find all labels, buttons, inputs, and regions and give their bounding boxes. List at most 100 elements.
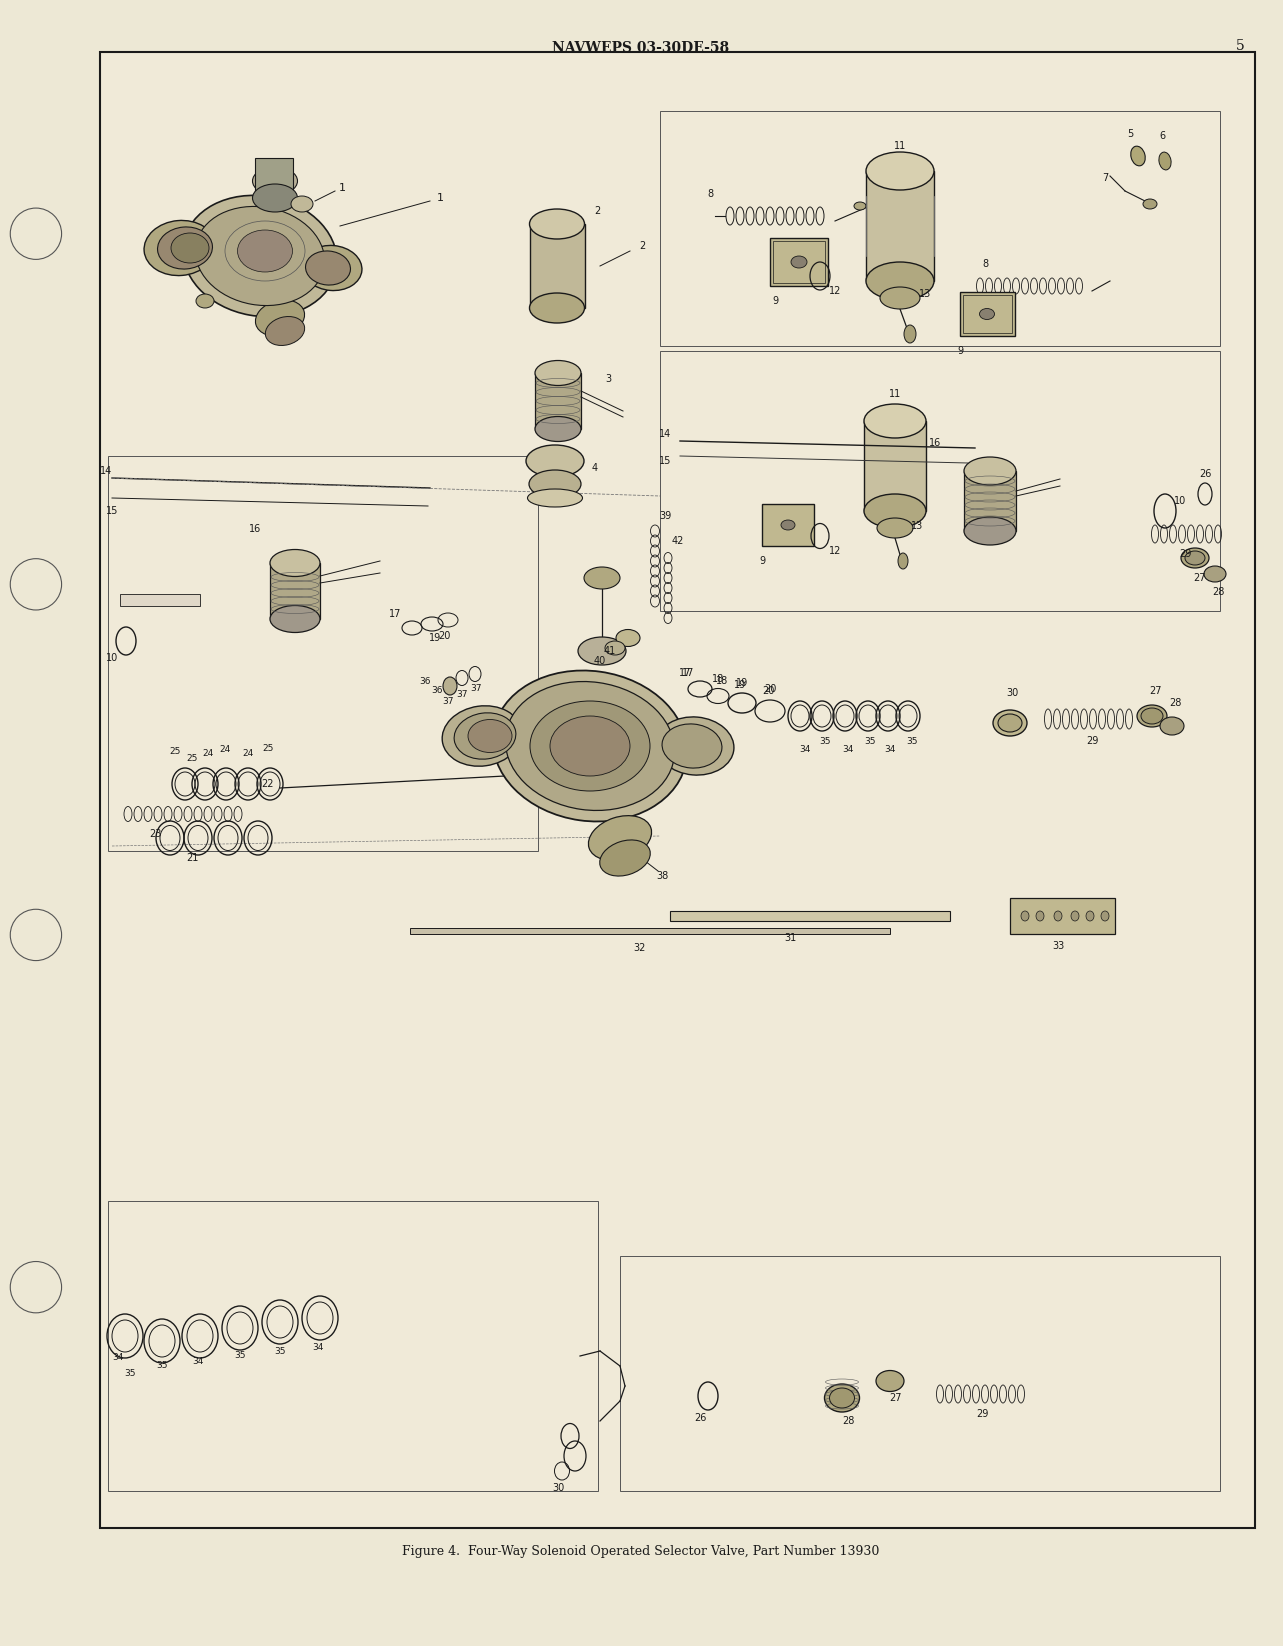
Text: 29: 29 (976, 1409, 988, 1419)
Text: 15: 15 (658, 456, 671, 466)
Text: 24: 24 (219, 744, 231, 754)
Ellipse shape (589, 816, 652, 861)
Text: 18: 18 (712, 673, 724, 685)
Ellipse shape (302, 245, 362, 291)
Text: 35: 35 (865, 736, 876, 746)
Circle shape (10, 558, 62, 611)
Ellipse shape (550, 716, 630, 775)
Ellipse shape (998, 714, 1023, 732)
Text: 27: 27 (889, 1393, 901, 1402)
Ellipse shape (530, 701, 650, 792)
Text: 12: 12 (829, 546, 842, 556)
Ellipse shape (529, 471, 581, 499)
Text: 24: 24 (203, 749, 214, 757)
Bar (762, 504, 813, 546)
Ellipse shape (579, 637, 626, 665)
Ellipse shape (506, 681, 675, 810)
Bar (659, 110, 1220, 346)
Text: 9: 9 (760, 556, 765, 566)
Text: 29: 29 (1179, 550, 1191, 560)
Ellipse shape (269, 606, 319, 632)
Bar (100, 53, 1255, 1527)
Text: 35: 35 (157, 1361, 168, 1371)
Text: 14: 14 (659, 430, 671, 439)
Ellipse shape (1035, 910, 1044, 922)
Ellipse shape (863, 494, 926, 528)
Text: 16: 16 (249, 523, 262, 533)
Text: 28: 28 (842, 1416, 854, 1425)
Ellipse shape (880, 286, 920, 309)
Text: 11: 11 (894, 142, 906, 151)
Circle shape (10, 909, 62, 961)
Ellipse shape (830, 1388, 854, 1407)
Ellipse shape (253, 166, 298, 194)
Text: 5: 5 (1126, 128, 1133, 138)
Text: 20: 20 (438, 630, 450, 640)
Ellipse shape (158, 227, 213, 268)
Ellipse shape (993, 709, 1026, 736)
Text: 38: 38 (656, 871, 668, 881)
Ellipse shape (195, 206, 325, 306)
Text: 26: 26 (694, 1412, 706, 1424)
Text: 30: 30 (1006, 688, 1019, 698)
Text: 39: 39 (659, 510, 671, 522)
Text: 35: 35 (275, 1348, 286, 1356)
Bar (255, 158, 293, 198)
Text: 9: 9 (772, 296, 777, 306)
Text: 21: 21 (186, 853, 198, 863)
Ellipse shape (237, 230, 293, 272)
Ellipse shape (144, 221, 216, 275)
Text: 35: 35 (124, 1369, 136, 1378)
Text: 20: 20 (763, 685, 776, 695)
Ellipse shape (599, 839, 650, 876)
Ellipse shape (1203, 566, 1227, 583)
Ellipse shape (781, 520, 795, 530)
Bar (863, 421, 926, 510)
Text: 28: 28 (1169, 698, 1182, 708)
Text: 18: 18 (716, 677, 729, 686)
Ellipse shape (253, 184, 298, 212)
Text: 25: 25 (169, 747, 181, 756)
Text: 13: 13 (919, 290, 931, 300)
Text: 42: 42 (672, 537, 684, 546)
Text: 17: 17 (681, 668, 694, 678)
Ellipse shape (584, 566, 620, 589)
Text: 10: 10 (1174, 495, 1185, 505)
Text: 14: 14 (100, 466, 112, 476)
Ellipse shape (305, 250, 350, 285)
Text: 13: 13 (911, 522, 924, 532)
Ellipse shape (878, 518, 913, 538)
Text: 16: 16 (929, 438, 942, 448)
Text: 35: 35 (235, 1351, 246, 1361)
Bar (411, 928, 890, 933)
Circle shape (10, 1261, 62, 1314)
Text: 34: 34 (884, 744, 896, 754)
Text: 5: 5 (1236, 40, 1245, 53)
Text: 37: 37 (443, 696, 454, 706)
Ellipse shape (866, 262, 934, 300)
Text: 19: 19 (734, 680, 747, 690)
Text: 30: 30 (552, 1483, 565, 1493)
Ellipse shape (1055, 910, 1062, 922)
Text: 2: 2 (639, 240, 645, 250)
Text: 41: 41 (604, 645, 616, 657)
Ellipse shape (876, 1371, 905, 1391)
Text: 25: 25 (262, 744, 273, 752)
Text: 27: 27 (1148, 686, 1161, 696)
Text: 2: 2 (594, 206, 600, 216)
Ellipse shape (1085, 910, 1094, 922)
Text: 12: 12 (829, 286, 842, 296)
Ellipse shape (854, 202, 866, 211)
Text: 26: 26 (1198, 469, 1211, 479)
Ellipse shape (792, 257, 807, 268)
Ellipse shape (454, 713, 516, 759)
Text: 20: 20 (762, 686, 774, 696)
Ellipse shape (656, 718, 734, 775)
Bar (1010, 899, 1115, 933)
Bar (964, 471, 1016, 532)
Ellipse shape (183, 196, 337, 316)
Bar (530, 224, 585, 308)
Ellipse shape (1160, 718, 1184, 736)
Text: 35: 35 (820, 736, 831, 746)
Ellipse shape (1159, 151, 1171, 170)
